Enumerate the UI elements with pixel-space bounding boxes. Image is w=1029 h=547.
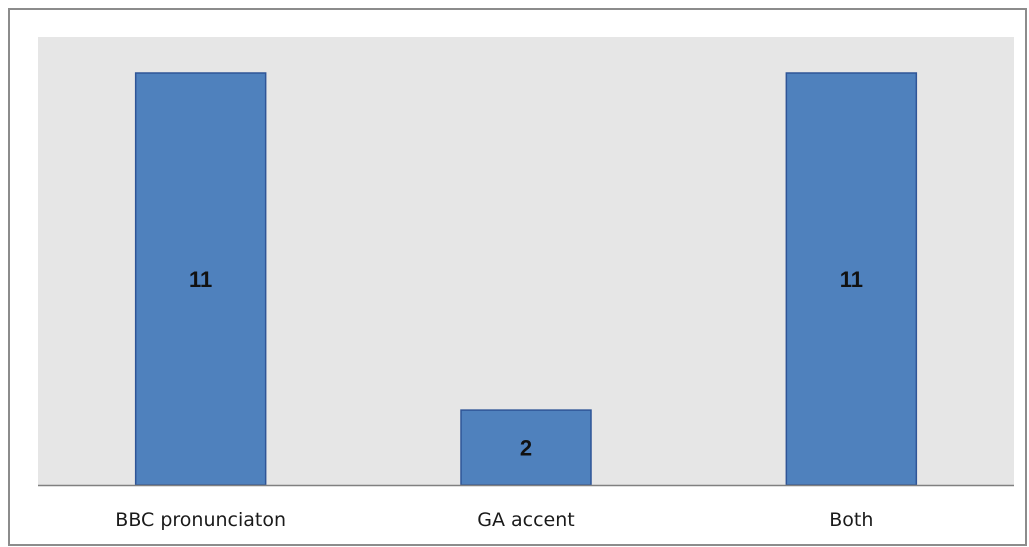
bar-1	[460, 409, 592, 486]
bar-2	[785, 72, 918, 486]
data-label-2: 11	[840, 267, 863, 292]
bars-layer	[134, 72, 918, 486]
labels-layer: 11 BBC pronunciaton 2 GA accent 11 Both	[115, 267, 873, 531]
data-label-1: 2	[520, 436, 532, 461]
category-label-1: GA accent	[477, 509, 574, 531]
category-label-0: BBC pronunciaton	[115, 509, 286, 531]
data-label-0: 11	[189, 267, 212, 292]
category-label-2: Both	[829, 509, 873, 531]
bar-0	[134, 72, 267, 486]
